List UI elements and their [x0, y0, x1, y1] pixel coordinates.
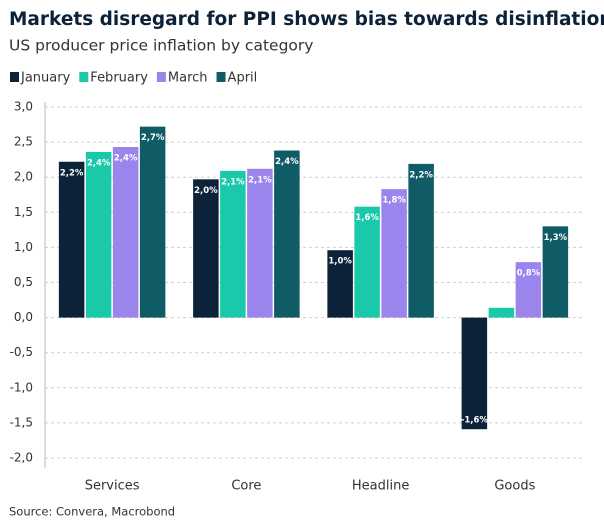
y-tick-label: -1,0: [10, 380, 33, 394]
bar: [58, 161, 85, 318]
bar: [247, 168, 273, 318]
value-label: -1,6%: [461, 416, 489, 426]
legend-swatch: [10, 72, 19, 82]
y-tick-label: 2,0: [14, 170, 33, 184]
value-label: 1,8%: [382, 196, 406, 206]
y-tick-label: 0,5: [14, 275, 33, 289]
value-label: 2,2%: [409, 170, 433, 180]
y-tick-label: -2,0: [10, 451, 33, 465]
bar: [461, 317, 488, 430]
y-tick-label: 3,0: [14, 100, 33, 114]
value-label: 2,0%: [194, 186, 218, 196]
bar: [542, 226, 569, 318]
legend-label: January: [20, 71, 71, 86]
x-tick-label: Core: [231, 479, 261, 494]
value-label: 1,3%: [544, 233, 568, 243]
y-tick-label: 0,0: [14, 310, 33, 324]
value-label: 2,2%: [60, 168, 84, 178]
value-label: 1,0%: [328, 257, 352, 267]
x-tick-label: Goods: [494, 479, 535, 494]
legend-label: April: [228, 71, 258, 86]
value-label: 0,8%: [517, 269, 541, 279]
chart-title: Markets disregard for PPI shows bias tow…: [9, 9, 604, 30]
bar: [112, 147, 139, 318]
bar: [220, 170, 246, 318]
bar: [381, 189, 407, 318]
bar: [274, 150, 300, 318]
x-tick-label: Services: [85, 479, 140, 494]
legend-label: February: [90, 71, 148, 86]
value-label: 2,4%: [87, 158, 111, 168]
y-tick-label: 2,5: [14, 135, 33, 149]
y-tick-label: -1,5: [10, 415, 33, 429]
value-label: 2,7%: [141, 133, 165, 143]
value-label: 2,4%: [114, 154, 138, 164]
value-label: 2,1%: [248, 175, 272, 185]
source: Source: Convera, Macrobond: [9, 505, 175, 519]
y-tick-label: 1,0: [14, 240, 33, 254]
bar: [193, 179, 219, 318]
bar: [327, 250, 353, 318]
legend-swatch: [156, 72, 166, 82]
bar: [408, 163, 434, 318]
bar: [139, 126, 166, 318]
bar: [488, 307, 515, 318]
bar: [85, 151, 112, 318]
chart-subtitle: US producer price inflation by category: [9, 37, 313, 55]
y-tick-label: -0,5: [10, 345, 33, 359]
value-label: 1,6%: [355, 213, 379, 223]
value-label: 2,1%: [221, 177, 245, 187]
legend-swatch: [216, 72, 226, 82]
bar: [515, 262, 542, 318]
bar: [354, 206, 380, 318]
value-label: 2,4%: [275, 157, 299, 167]
legend-label: March: [168, 71, 208, 86]
legend-swatch: [79, 72, 89, 82]
y-tick-label: 1,5: [14, 205, 33, 219]
x-tick-label: Headline: [352, 479, 409, 494]
